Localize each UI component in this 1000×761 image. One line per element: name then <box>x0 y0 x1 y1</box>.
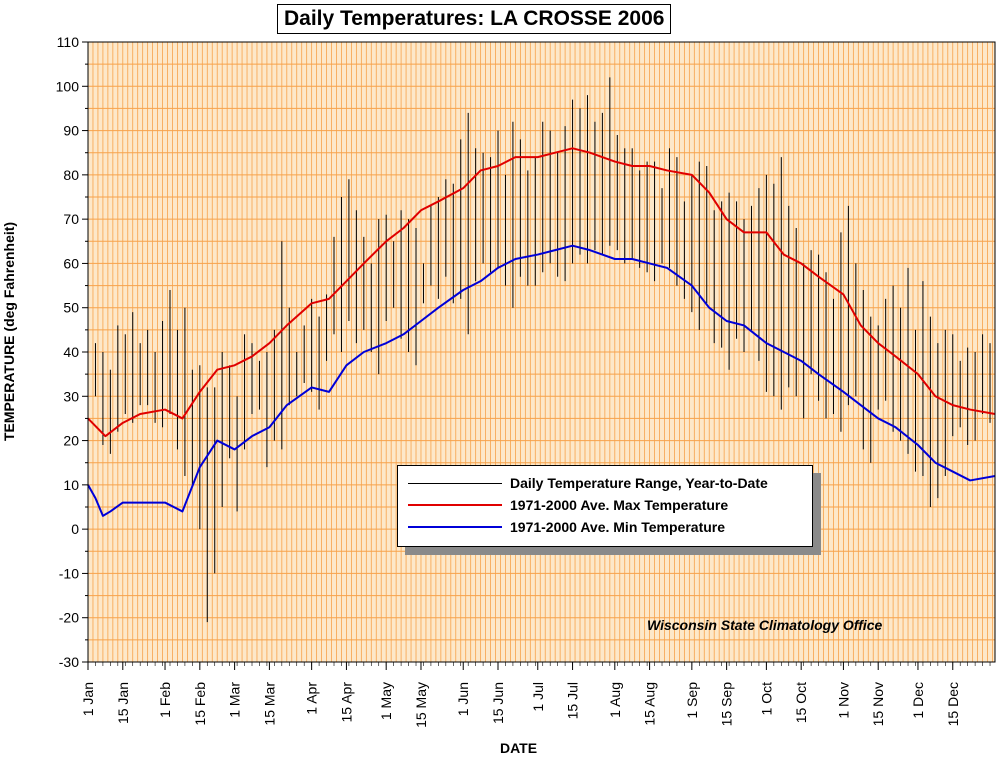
x-tick-label: 1 Sep <box>684 682 700 719</box>
x-tick-label: 15 Apr <box>338 682 354 723</box>
y-tick-label: 10 <box>63 477 79 493</box>
legend: Daily Temperature Range, Year-to-Date 19… <box>397 465 813 547</box>
x-tick-label: 15 Nov <box>870 682 886 726</box>
avg-min-line <box>87 244 996 517</box>
x-tick-label: 1 Jun <box>455 682 471 716</box>
x-tick-label: 1 May <box>378 682 394 720</box>
x-tick-label: 15 Dec <box>945 682 961 726</box>
y-tick-label: 30 <box>63 388 79 404</box>
y-tick-label: -30 <box>59 654 79 670</box>
legend-swatch-min <box>408 526 502 528</box>
x-tick-label: 15 Mar <box>261 682 277 726</box>
daily-range-bars <box>87 77 991 623</box>
legend-label-max: 1971-2000 Ave. Max Temperature <box>510 497 729 513</box>
legend-label-range: Daily Temperature Range, Year-to-Date <box>510 475 768 491</box>
x-tick-label: 1 Feb <box>157 682 173 718</box>
y-tick-label: -10 <box>59 565 79 581</box>
y-tick-label: -20 <box>59 610 79 626</box>
x-tick-label: 15 Jan <box>115 682 131 724</box>
x-tick-label: 15 Aug <box>642 682 658 726</box>
legend-swatch-max <box>408 504 502 506</box>
y-tick-label: 110 <box>57 34 80 50</box>
x-tick-label: 15 Jul <box>565 682 581 719</box>
x-tick-label: 1 Nov <box>835 682 851 719</box>
legend-swatch-range <box>408 482 502 484</box>
legend-item-min: 1971-2000 Ave. Min Temperature <box>408 517 725 537</box>
legend-item-range: Daily Temperature Range, Year-to-Date <box>408 473 768 493</box>
x-tick-label: 1 Jan <box>80 682 96 716</box>
x-tick-label: 1 Apr <box>304 682 320 715</box>
x-tick-label: 1 Dec <box>910 682 926 719</box>
y-tick-label: 0 <box>71 521 79 537</box>
x-axis-label: DATE <box>500 740 538 756</box>
credit-label: Wisconsin State Climatology Office <box>647 617 883 633</box>
y-tick-label: 20 <box>63 433 79 449</box>
y-tick-label: 90 <box>63 123 79 139</box>
y-tick-label: 60 <box>63 255 79 271</box>
y-tick-label: 80 <box>63 167 79 183</box>
y-tick-label: 70 <box>63 211 79 227</box>
y-tick-label: 100 <box>56 78 80 94</box>
y-tick-label: 50 <box>63 300 79 316</box>
x-tick-label: 15 Oct <box>793 682 809 723</box>
legend-item-max: 1971-2000 Ave. Max Temperature <box>408 495 728 515</box>
x-tick-label: 1 Oct <box>758 682 774 716</box>
x-tick-label: 15 Jun <box>490 682 506 724</box>
x-tick-label: 1 Mar <box>227 682 243 718</box>
x-tick-label: 15 Feb <box>192 682 208 726</box>
legend-label-min: 1971-2000 Ave. Min Temperature <box>510 519 726 535</box>
x-tick-label: 1 Aug <box>607 682 623 718</box>
chart-title: Daily Temperatures: LA CROSSE 2006 <box>277 4 672 34</box>
y-tick-label: 40 <box>63 344 79 360</box>
x-axis: 1 Jan 15 Jan 1 Feb 15 Feb 1 Mar 15 Mar 1 Apr 15… <box>80 662 991 728</box>
x-tick-label: 1 Jul <box>530 682 546 712</box>
avg-max-line <box>87 147 996 438</box>
y-axis-label: TEMPERATURE (deg Fahrenheit) <box>1 221 17 441</box>
x-tick-label: 15 Sep <box>719 682 735 727</box>
x-tick-label: 15 May <box>413 682 429 728</box>
